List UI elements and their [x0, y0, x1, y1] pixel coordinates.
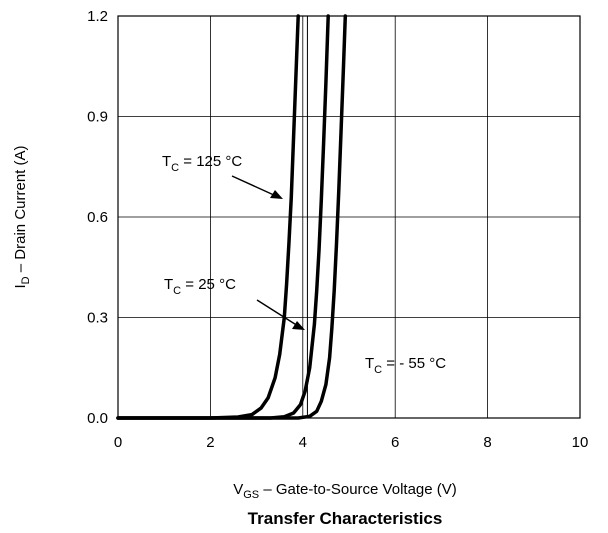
y-tick-label: 0.3 [87, 310, 108, 327]
y-tick-labels: 0.0 0.3 0.6 0.9 1.2 [87, 8, 108, 427]
x-tick-label: 10 [572, 434, 589, 451]
x-tick-label: 0 [114, 434, 122, 451]
x-tick-label: 2 [206, 434, 214, 451]
x-tick-labels: 0 2 4 6 8 10 [114, 434, 589, 451]
x-axis-label: VGS – Gate-to-Source Voltage (V) [233, 481, 457, 501]
y-tick-label: 0.6 [87, 209, 108, 226]
annotation-arrows [231, 175, 305, 330]
arrow-125c [231, 175, 277, 197]
arrow-25c [256, 299, 299, 327]
annotation-125c: TC = 125 °C [162, 153, 242, 174]
y-axis-label: ID – Drain Current (A) [12, 146, 32, 289]
x-tick-label: 8 [483, 434, 491, 451]
curves [116, 14, 348, 420]
chart-title: Transfer Characteristics [248, 509, 443, 528]
curve-neg55c [116, 14, 348, 420]
annotation-neg55c: TC = - 55 °C [365, 355, 446, 376]
y-tick-label: 0.9 [87, 109, 108, 126]
y-tick-label: 0.0 [87, 410, 108, 427]
plot-frame [117, 15, 581, 419]
arrowhead-25c [292, 321, 305, 330]
grid [118, 16, 580, 418]
x-tick-label: 6 [391, 434, 399, 451]
y-tick-label: 1.2 [87, 8, 108, 25]
annotation-25c: TC = 25 °C [164, 276, 236, 297]
x-tick-label: 4 [299, 434, 307, 451]
arrowhead-125c [270, 190, 283, 199]
